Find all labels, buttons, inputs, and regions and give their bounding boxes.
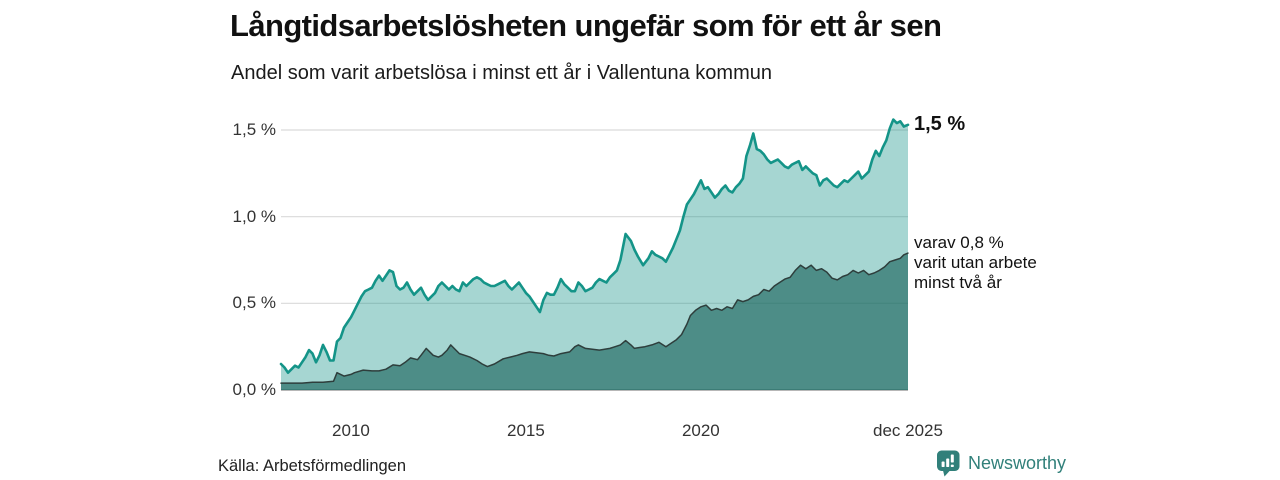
x-tick-2010: 2010: [332, 421, 370, 440]
annotation-two-year-line2: varit utan arbete: [914, 253, 1037, 273]
x-tick-dec-2025: dec 2025: [873, 421, 943, 440]
page-subtitle: Andel som varit arbetslösa i minst ett å…: [231, 62, 772, 84]
brand-lockup: Newsworthy: [936, 450, 1066, 477]
brand-name: Newsworthy: [968, 453, 1067, 473]
y-tick-0.5: 0,5 %: [232, 293, 276, 313]
source-note: Källa: Arbetsförmedlingen: [218, 457, 407, 475]
two-year-line: [280, 252, 909, 384]
annotation-two-year: varav 0,8 % varit utan arbete minst två …: [914, 233, 1037, 293]
y-tick-1: 1,0 %: [232, 206, 276, 226]
newsworthy-logo-icon: [936, 450, 961, 477]
page-title: Långtidsarbetslösheten ungefär som för e…: [230, 8, 942, 43]
y-tick-0: 0,0 %: [232, 380, 276, 399]
annotation-two-year-line3: minst två år: [914, 273, 1002, 293]
x-tick-2015: 2015: [507, 421, 545, 440]
annotation-total-end-value: 1,5 %: [914, 112, 966, 135]
two-year-area-fill: [281, 253, 908, 390]
y-tick-1.5: 1,5 %: [232, 120, 276, 139]
total-line: [279, 118, 910, 374]
x-tick-2020: 2020: [681, 421, 720, 440]
annotation-two-year-line1: varav 0,8 %: [914, 233, 1004, 253]
